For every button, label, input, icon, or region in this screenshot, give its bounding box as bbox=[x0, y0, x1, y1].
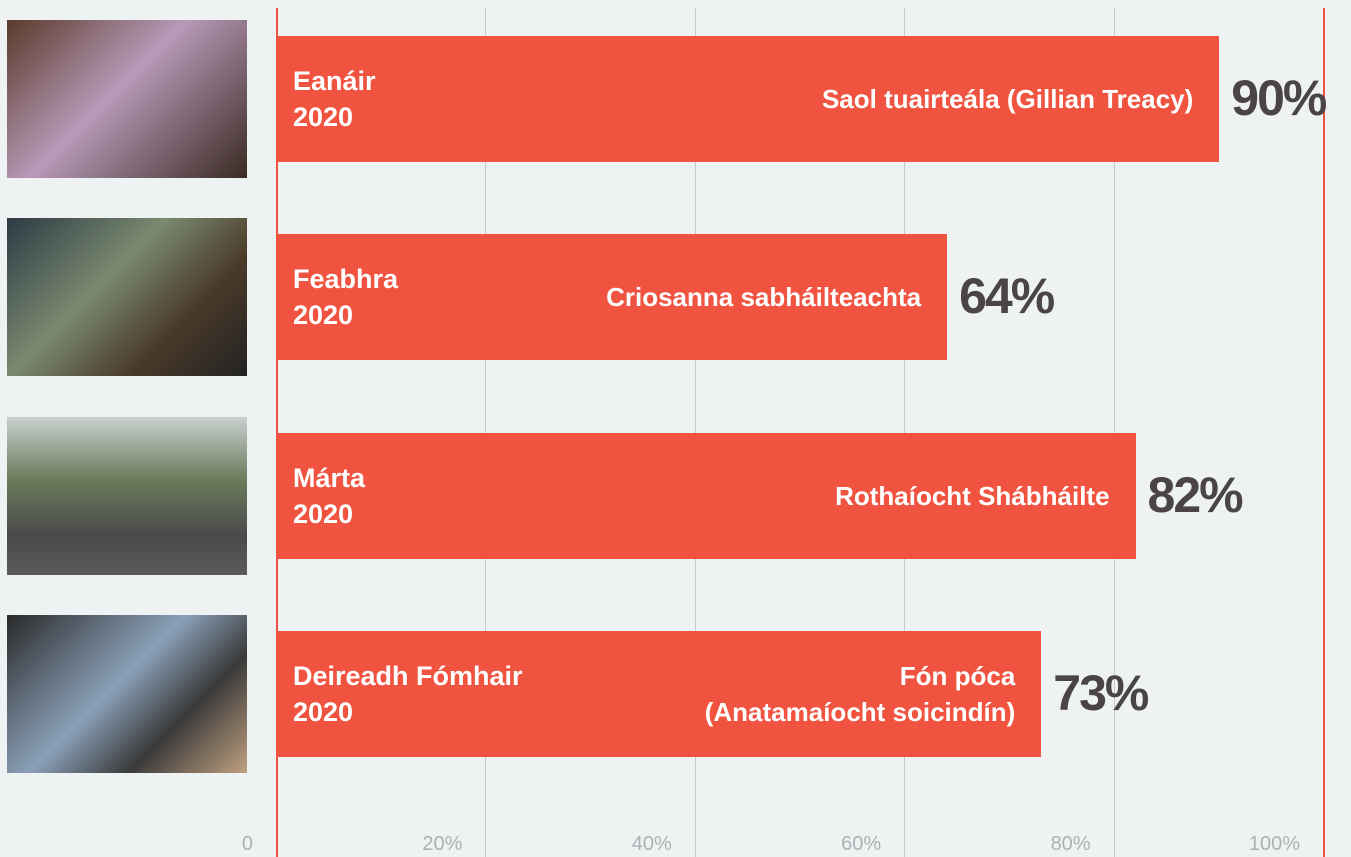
grid-line bbox=[276, 8, 278, 857]
bar bbox=[277, 234, 948, 361]
x-tick-label: 40% bbox=[631, 833, 672, 855]
value-label: 90% bbox=[1231, 70, 1327, 126]
grid-line bbox=[485, 8, 487, 857]
value-label: 64% bbox=[959, 268, 1055, 325]
grid-line bbox=[694, 8, 696, 857]
category-label: Márta 2020 bbox=[293, 462, 366, 529]
grid-line bbox=[904, 8, 906, 857]
x-tick-label: 100% bbox=[1248, 833, 1300, 855]
x-tick-label: 0 bbox=[241, 833, 253, 855]
bar bbox=[277, 432, 1136, 559]
grid-line bbox=[1323, 8, 1325, 857]
x-tick-label: 20% bbox=[422, 833, 463, 855]
campaign-label: Rothaíocht Shábháilte bbox=[835, 480, 1110, 511]
grid-line bbox=[1113, 8, 1115, 857]
campaign-photo bbox=[7, 20, 247, 178]
campaign-label: Criosanna sabháilteachta bbox=[606, 282, 922, 313]
category-label: Deireadh Fómhair 2020 bbox=[293, 660, 523, 727]
x-tick-label: 60% bbox=[841, 833, 882, 855]
category-label: Eanáir 2020 bbox=[293, 66, 376, 132]
value-label: 73% bbox=[1053, 664, 1149, 721]
value-label: 82% bbox=[1147, 466, 1244, 523]
campaign-label: Fón póca (Anatamaíocht soicindín) bbox=[704, 660, 1016, 727]
x-tick-label: 80% bbox=[1050, 833, 1091, 855]
campaign-photo bbox=[7, 218, 247, 377]
campaign-photo bbox=[7, 416, 247, 575]
category-label: Feabhra 2020 bbox=[293, 264, 399, 331]
campaign-label: Saol tuairteála (Gillian Treacy) bbox=[821, 84, 1194, 114]
bar bbox=[277, 630, 1042, 757]
campaign-photo bbox=[7, 614, 247, 773]
bar bbox=[277, 36, 1220, 162]
